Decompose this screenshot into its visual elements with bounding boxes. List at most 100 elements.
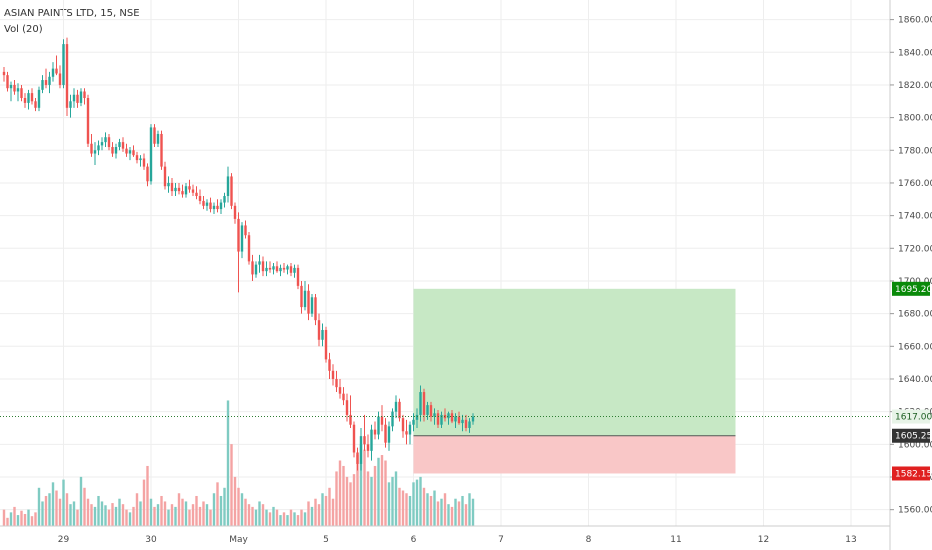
volume-bar bbox=[373, 465, 377, 526]
candle-body bbox=[76, 94, 79, 103]
candle-body bbox=[429, 405, 433, 417]
candle-body bbox=[93, 150, 97, 154]
candle-body bbox=[433, 413, 436, 417]
volume-bar bbox=[135, 493, 139, 526]
candle-body bbox=[254, 264, 258, 275]
volume-bar bbox=[79, 476, 83, 526]
volume-bar bbox=[335, 471, 338, 526]
candle-body bbox=[240, 225, 244, 252]
candle-body bbox=[471, 416, 475, 422]
volume-bar bbox=[223, 487, 226, 526]
volume-bar bbox=[328, 487, 331, 526]
volume-bar bbox=[240, 493, 244, 526]
volume-bar bbox=[258, 501, 261, 526]
volume-bar bbox=[100, 501, 104, 526]
volume-bar bbox=[205, 504, 209, 526]
stop-price-tag: 1582.15 bbox=[895, 469, 932, 479]
volume-bar bbox=[349, 482, 352, 526]
candle-body bbox=[338, 387, 342, 394]
candle-body bbox=[293, 267, 296, 273]
candle-body bbox=[300, 285, 303, 308]
volume-bar bbox=[44, 495, 48, 526]
candle-body bbox=[177, 187, 181, 192]
volume-bar bbox=[307, 501, 310, 526]
volume-bar bbox=[317, 504, 321, 526]
volume-bar bbox=[464, 504, 468, 526]
volume-bar bbox=[51, 482, 55, 526]
y-tick-label: 1740.00 bbox=[898, 212, 932, 222]
target-price-tag: 1695.20 bbox=[895, 285, 932, 295]
candle-body bbox=[342, 393, 345, 401]
volume-bar bbox=[296, 515, 300, 526]
volume-bar bbox=[121, 504, 125, 526]
candle-body bbox=[237, 218, 240, 252]
candle-body bbox=[436, 413, 440, 425]
volume-bar bbox=[454, 498, 457, 526]
volume-bar bbox=[212, 493, 216, 526]
candle-body bbox=[209, 202, 212, 210]
volume-bar bbox=[191, 504, 195, 526]
candle-body bbox=[44, 80, 48, 85]
candle-body bbox=[303, 290, 307, 308]
volume-bar bbox=[2, 509, 6, 526]
candle-body bbox=[384, 424, 387, 443]
price-tags: 1695.20 1617.00 1605.25 1582.15 bbox=[892, 281, 932, 481]
volume-bar bbox=[310, 506, 314, 526]
candle-body bbox=[167, 182, 170, 187]
candle-body bbox=[317, 320, 321, 340]
volume-bar bbox=[69, 504, 72, 526]
candle-body bbox=[335, 378, 338, 388]
candle-body bbox=[296, 267, 300, 286]
candle-body bbox=[219, 202, 223, 210]
volume-bar bbox=[251, 506, 254, 526]
candle-body bbox=[468, 421, 471, 428]
volume-bar bbox=[23, 513, 27, 526]
candle-body bbox=[107, 137, 111, 148]
y-tick-label: 1840.00 bbox=[898, 48, 932, 58]
candle-body bbox=[380, 416, 384, 425]
volume-bar bbox=[55, 490, 58, 526]
volume-bar bbox=[272, 506, 275, 526]
volume-bar bbox=[237, 487, 240, 526]
candlesticks bbox=[2, 37, 475, 471]
volume-bar bbox=[363, 449, 366, 526]
volume-bar bbox=[198, 506, 202, 526]
candle-body bbox=[307, 290, 310, 314]
candle-body bbox=[125, 148, 128, 154]
volume-bar bbox=[37, 487, 41, 526]
volume-bar bbox=[114, 506, 118, 526]
candle-body bbox=[16, 88, 20, 92]
target-price-tag-bg bbox=[892, 281, 930, 296]
volume-bar bbox=[41, 501, 44, 526]
candle-body bbox=[216, 205, 219, 210]
volume-bar bbox=[443, 493, 447, 526]
x-tick-label: 29 bbox=[58, 535, 70, 545]
volume-bar bbox=[450, 506, 454, 526]
volume-bar bbox=[265, 509, 268, 526]
candle-body bbox=[331, 370, 335, 379]
volume-bar bbox=[440, 498, 443, 526]
x-tick-label: 6 bbox=[411, 535, 417, 545]
candle-body bbox=[69, 101, 72, 108]
candle-body bbox=[128, 150, 132, 154]
volume-bar bbox=[30, 516, 34, 526]
candle-body bbox=[205, 202, 209, 206]
volume-bar bbox=[139, 501, 142, 526]
x-tick-label: 11 bbox=[670, 535, 681, 545]
candle-body bbox=[279, 267, 282, 272]
x-tick-label: 7 bbox=[498, 535, 504, 545]
candle-body bbox=[272, 266, 275, 270]
volume-bar bbox=[142, 479, 146, 526]
volume-bar bbox=[391, 476, 394, 526]
volume-bar bbox=[226, 400, 230, 526]
candle-body bbox=[160, 133, 163, 167]
candle-body bbox=[328, 359, 331, 371]
entry-price-tag-bg bbox=[892, 428, 930, 443]
candle-body bbox=[139, 158, 142, 161]
volume-bar bbox=[345, 476, 349, 526]
volume-bar bbox=[275, 509, 279, 526]
volume-bar bbox=[34, 512, 37, 526]
volume-bar bbox=[342, 465, 345, 526]
volume-bar bbox=[426, 493, 429, 526]
